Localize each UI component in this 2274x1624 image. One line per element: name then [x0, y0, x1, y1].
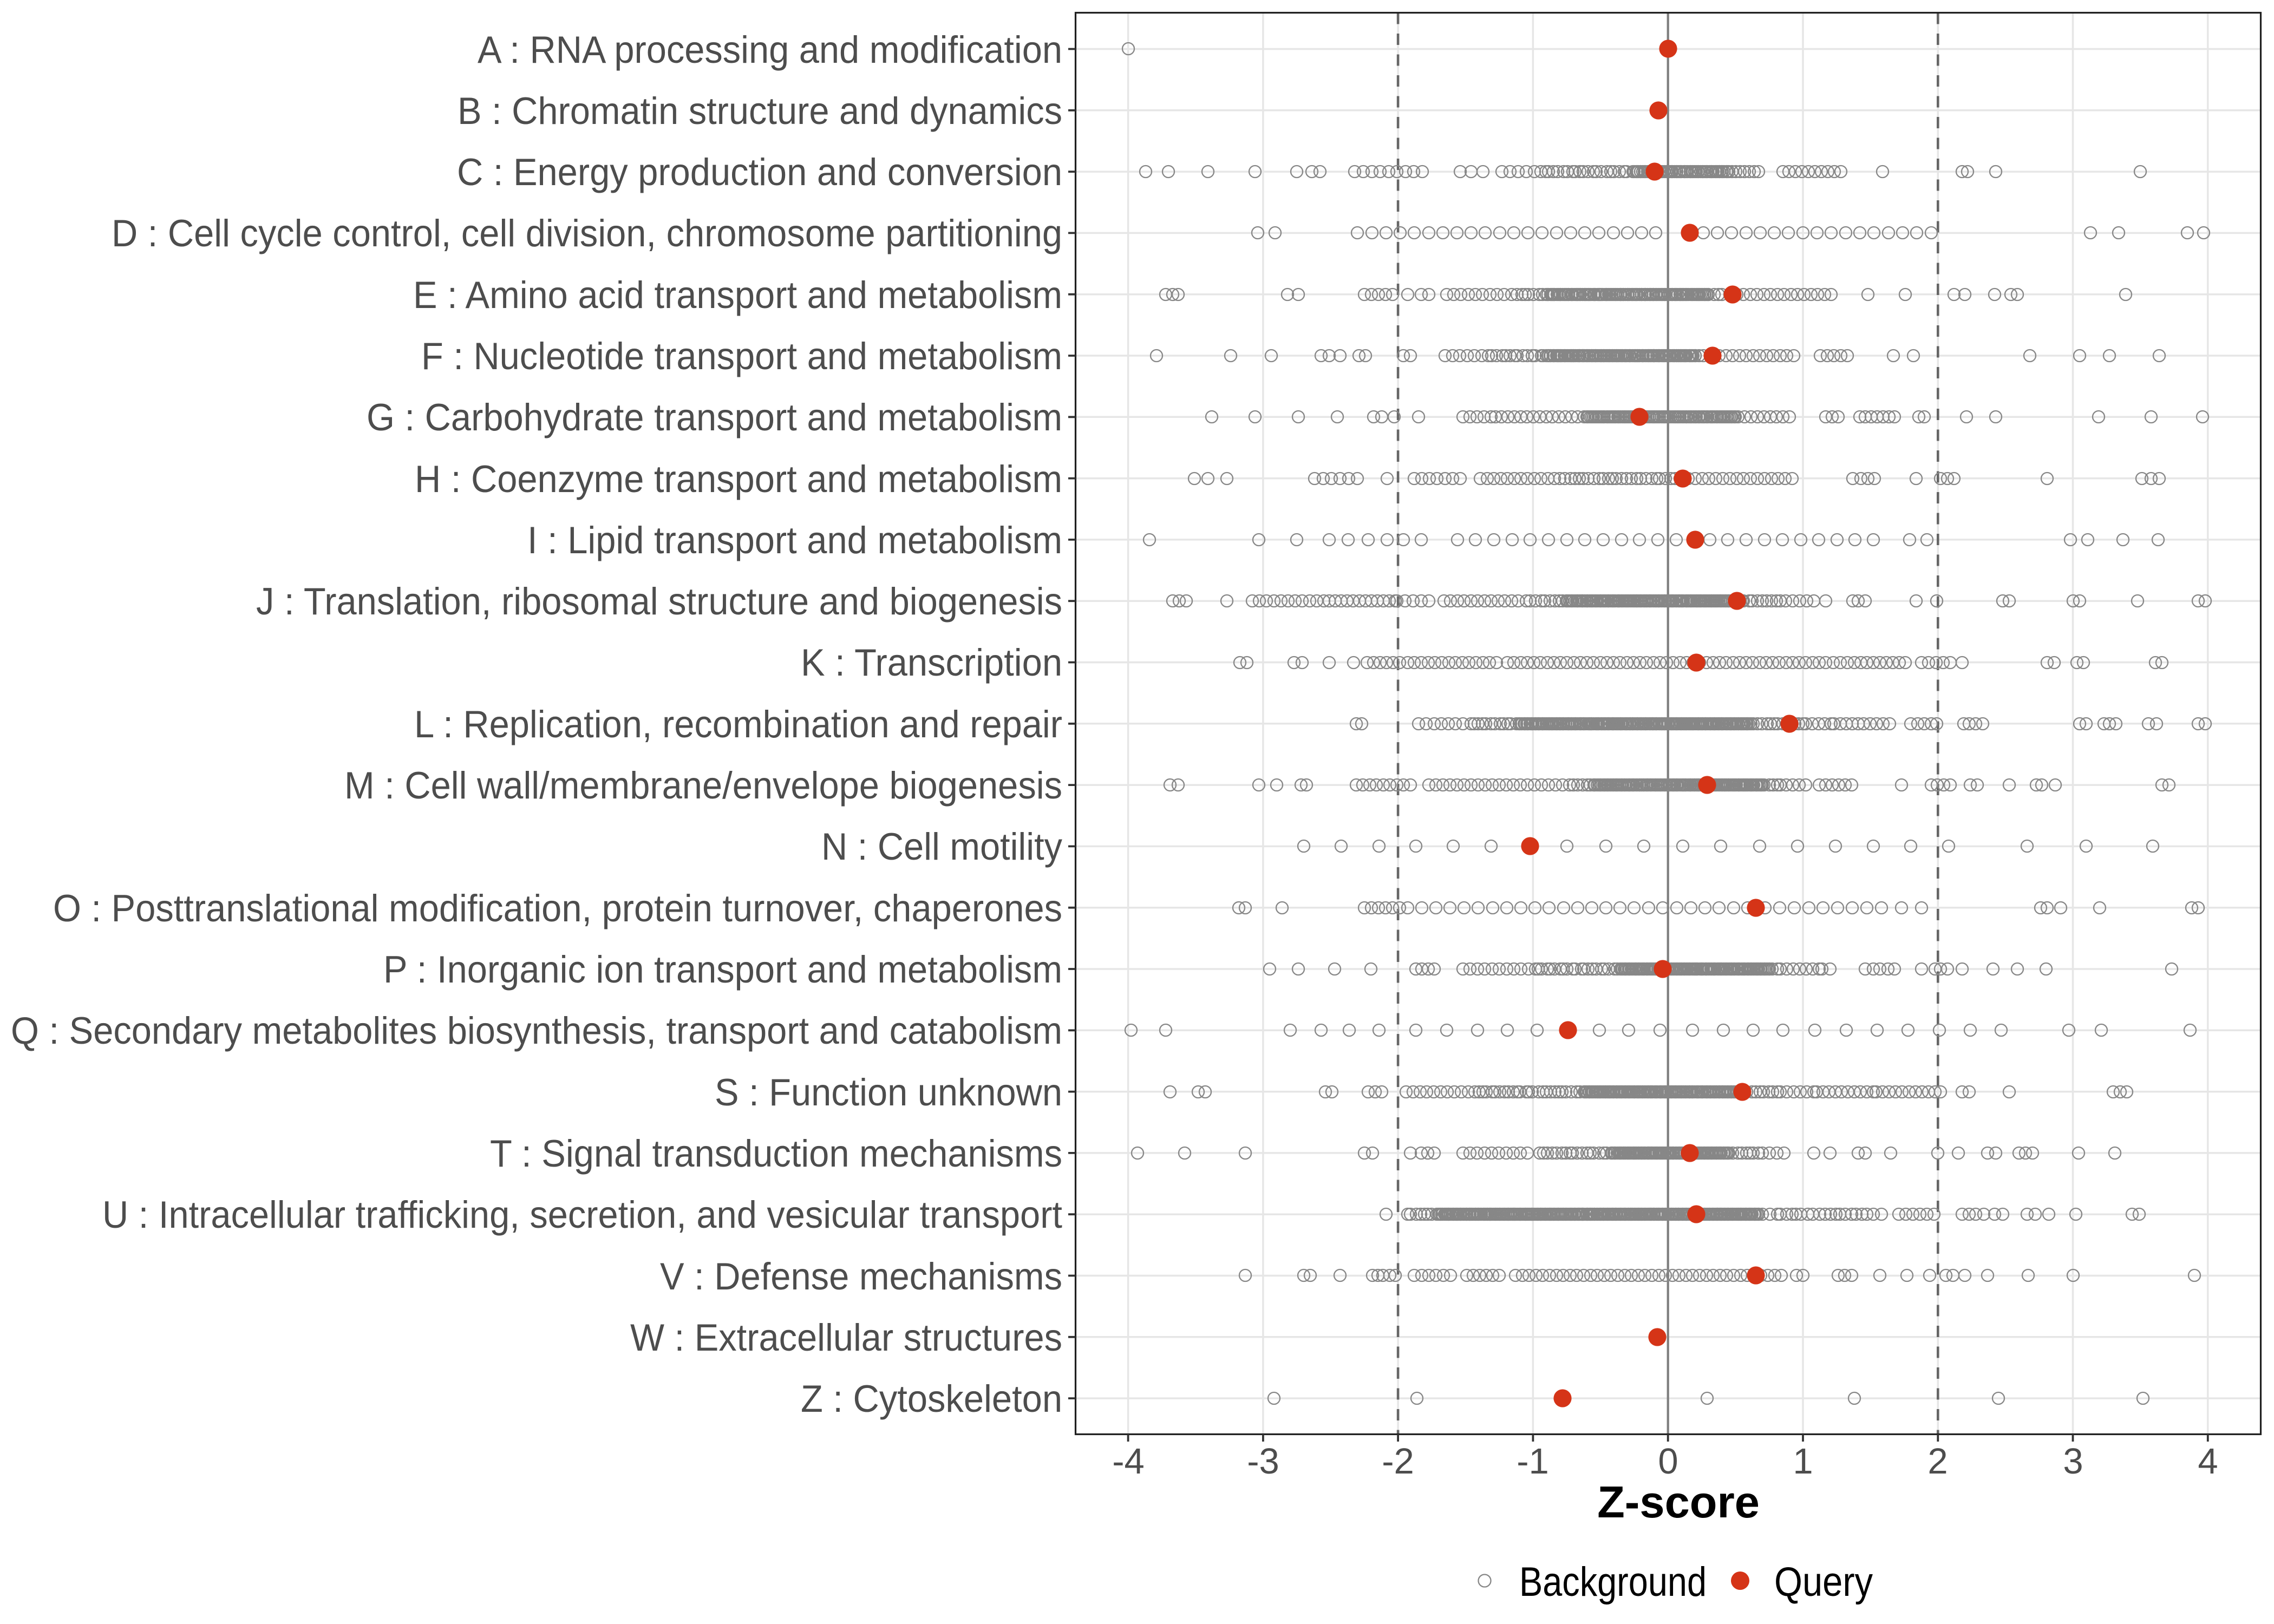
svg-text:G : Carbohydrate transport and: G : Carbohydrate transport and metabolis… [367, 396, 1062, 438]
svg-text:Z-score: Z-score [1597, 1477, 1760, 1527]
svg-text:-3: -3 [1247, 1441, 1279, 1482]
svg-text:M : Cell wall/membrane/envelop: M : Cell wall/membrane/envelope biogenes… [344, 764, 1062, 807]
svg-text:E : Amino acid transport and m: E : Amino acid transport and metabolism [413, 273, 1062, 316]
svg-text:3: 3 [2063, 1441, 2083, 1482]
svg-text:2: 2 [1927, 1441, 1948, 1482]
svg-text:F : Nucleotide transport and m: F : Nucleotide transport and metabolism [421, 335, 1062, 377]
svg-text:Background: Background [1519, 1559, 1707, 1605]
svg-text:1: 1 [1793, 1441, 1813, 1482]
svg-text:L : Replication, recombination: L : Replication, recombination and repai… [414, 703, 1062, 745]
svg-text:U : Intracellular trafficking,: U : Intracellular trafficking, secretion… [102, 1193, 1062, 1236]
svg-text:-4: -4 [1112, 1441, 1145, 1482]
svg-text:-1: -1 [1517, 1441, 1549, 1482]
svg-text:W : Extracellular structures: W : Extracellular structures [630, 1316, 1062, 1359]
svg-text:B : Chromatin structure and dy: B : Chromatin structure and dynamics [458, 89, 1062, 132]
svg-text:V : Defense mechanisms: V : Defense mechanisms [660, 1255, 1062, 1298]
svg-text:T : Signal transduction mechan: T : Signal transduction mechanisms [490, 1132, 1062, 1175]
svg-text:D : Cell cycle control, cell d: D : Cell cycle control, cell division, c… [112, 212, 1062, 254]
svg-text:N : Cell motility: N : Cell motility [821, 825, 1063, 868]
svg-text:Q : Secondary metabolites bios: Q : Secondary metabolites biosynthesis, … [11, 1009, 1062, 1052]
svg-text:K : Transcription: K : Transcription [801, 641, 1062, 684]
svg-text:I : Lipid transport and metabo: I : Lipid transport and metabolism [527, 519, 1062, 561]
svg-text:A : RNA processing and modific: A : RNA processing and modification [478, 28, 1062, 71]
svg-text:S : Function unknown: S : Function unknown [715, 1071, 1062, 1114]
svg-text:J : Translation, ribosomal str: J : Translation, ribosomal structure and… [256, 580, 1062, 623]
svg-text:O : Posttranslational modifica: O : Posttranslational modification, prot… [53, 887, 1062, 929]
svg-text:C : Energy production and conv: C : Energy production and conversion [457, 150, 1062, 193]
svg-text:Query: Query [1774, 1559, 1873, 1605]
svg-text:-2: -2 [1382, 1441, 1414, 1482]
svg-text:0: 0 [1658, 1441, 1678, 1482]
svg-text:4: 4 [2198, 1441, 2218, 1482]
svg-text:P : Inorganic ion transport an: P : Inorganic ion transport and metaboli… [383, 948, 1062, 991]
svg-text:Z : Cytoskeleton: Z : Cytoskeleton [801, 1377, 1062, 1420]
svg-text:H : Coenzyme transport and met: H : Coenzyme transport and metabolism [415, 457, 1062, 500]
